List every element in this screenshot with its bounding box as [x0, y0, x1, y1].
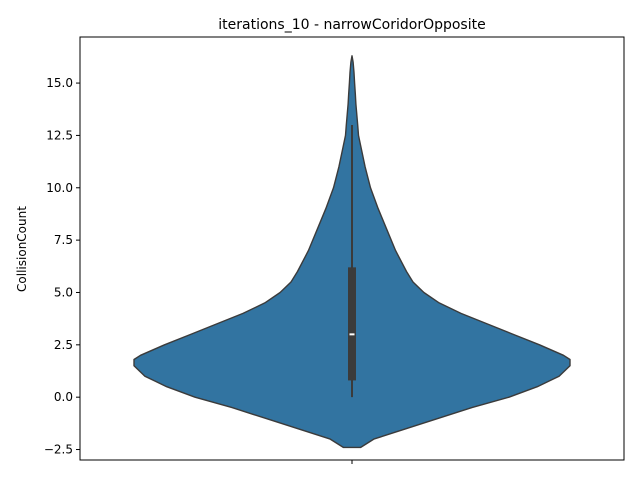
- violin-iqr-box: [348, 267, 356, 381]
- y-tick-label: 10.0: [46, 181, 73, 195]
- axes: −2.5 0.0 2.5 5.0 7.5 10.0 12.5 15.0: [44, 36, 625, 464]
- y-tick-label: 0.0: [54, 390, 73, 404]
- y-tick-label: 15.0: [46, 76, 73, 90]
- y-tick-label: −2.5: [44, 443, 73, 457]
- y-axis-label: CollisionCount: [15, 206, 29, 292]
- y-tick-label: 5.0: [54, 285, 73, 299]
- plot-area: [133, 55, 571, 449]
- y-tick-label: 7.5: [54, 233, 73, 247]
- chart-title: iterations_10 - narrowCoridorOpposite: [218, 17, 485, 33]
- y-tick-label: 12.5: [46, 128, 73, 142]
- y-tick-label: 2.5: [54, 338, 73, 352]
